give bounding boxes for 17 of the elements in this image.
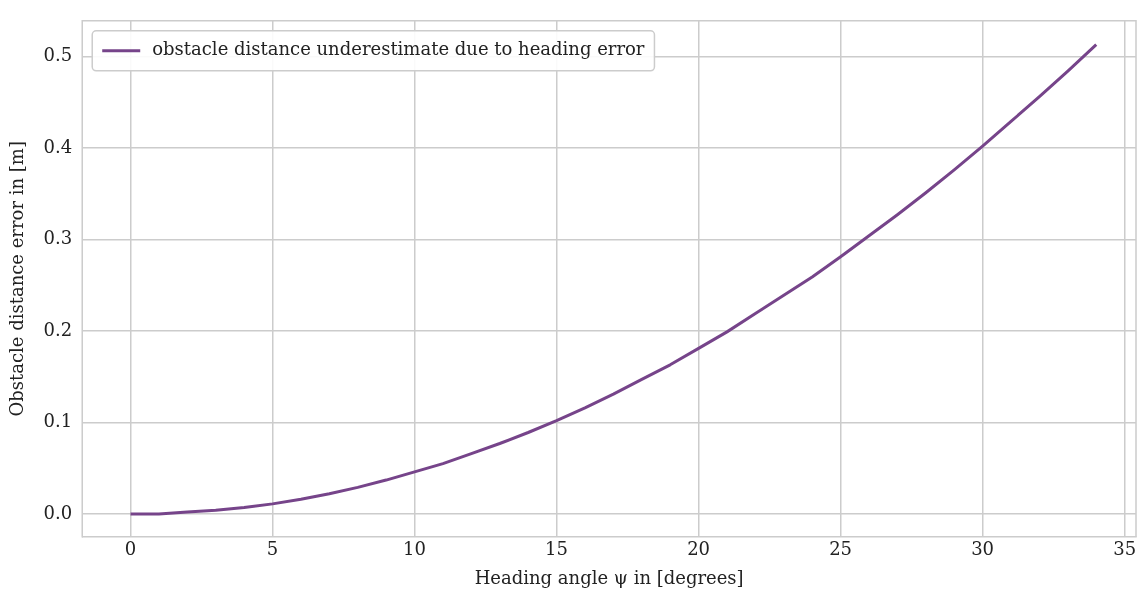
x-tick-label: 0 xyxy=(124,538,137,560)
x-tick-label: 35 xyxy=(1113,538,1137,560)
y-tick-label: 0.1 xyxy=(43,410,73,432)
y-tick-label: 0.5 xyxy=(43,44,73,66)
x-tick-label: 30 xyxy=(971,538,995,560)
y-tick-label: 0.0 xyxy=(43,501,73,523)
y-tick-label: 0.2 xyxy=(43,318,73,340)
y-tick-label: 0.3 xyxy=(43,227,73,249)
legend-label: obstacle distance underestimate due to heading error xyxy=(152,38,645,60)
x-tick-label: 20 xyxy=(687,538,711,560)
x-tick-label: 15 xyxy=(545,538,569,560)
x-tick-label: 5 xyxy=(266,538,279,560)
y-axis-title: Obstacle distance error in [m] xyxy=(6,141,28,417)
x-tick-label: 10 xyxy=(403,538,426,560)
x-tick-label: 25 xyxy=(829,538,853,560)
y-tick-label: 0.4 xyxy=(43,135,73,157)
x-axis-title: Heading angle ψ in [degrees] xyxy=(474,566,744,588)
